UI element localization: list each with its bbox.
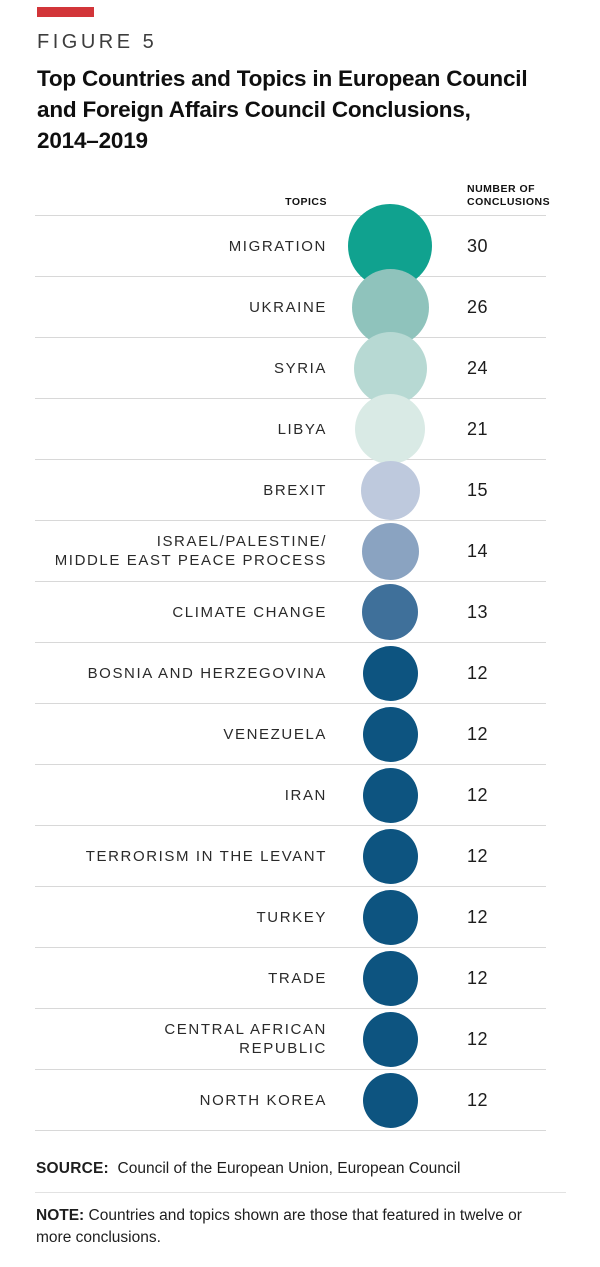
topic-label: SYRIA bbox=[273, 359, 327, 377]
topic-label: IRAN bbox=[284, 786, 327, 804]
conclusions-count: 12 bbox=[467, 1089, 489, 1110]
bubble bbox=[362, 645, 418, 701]
figure-number: FIGURE 5 bbox=[37, 31, 158, 53]
conclusions-count: 12 bbox=[467, 723, 489, 744]
table-row: BOSNIA AND HERZEGOVINA 12 bbox=[35, 643, 546, 704]
conclusions-column-header: NUMBER OF CONCLUSIONS bbox=[467, 183, 551, 208]
topic-label: NORTH KOREA bbox=[199, 1091, 327, 1109]
table-row: TURKEY 12 bbox=[35, 887, 546, 948]
table-row: BREXIT 15 bbox=[35, 460, 546, 521]
note-line: NOTE: Countries and topics shown are tho… bbox=[36, 1205, 551, 1249]
table-row: IRAN 12 bbox=[35, 765, 546, 826]
conclusions-count: 12 bbox=[467, 784, 489, 805]
table-row: CLIMATE CHANGE 13 bbox=[35, 582, 546, 643]
topic-label: TURKEY bbox=[256, 908, 327, 926]
conclusions-count: 12 bbox=[467, 967, 489, 988]
conclusions-count: 15 bbox=[467, 479, 489, 500]
table-row: MIGRATION 30 bbox=[35, 204, 546, 288]
conclusions-count: 14 bbox=[467, 540, 489, 561]
table-row: LIBYA 21 bbox=[35, 394, 546, 464]
note-text: Countries and topics shown are those tha… bbox=[36, 1207, 522, 1246]
figure-title: Top Countries and Topics in European Cou… bbox=[37, 63, 560, 156]
table-row: VENEZUELA 12 bbox=[35, 704, 546, 765]
conclusions-count: 12 bbox=[467, 845, 489, 866]
topic-label: LIBYA bbox=[277, 420, 327, 438]
topic-label: UKRAINE bbox=[249, 298, 327, 316]
bubble bbox=[362, 1072, 418, 1128]
figure-title-line-2: and Foreign Affairs Council Conclusions, bbox=[37, 97, 471, 122]
bubble bbox=[362, 950, 418, 1006]
table-row: NORTH KOREA 12 bbox=[35, 1070, 546, 1131]
note-label: NOTE: bbox=[36, 1207, 85, 1224]
conclusions-count: 12 bbox=[467, 662, 489, 683]
bubble bbox=[360, 460, 420, 520]
bubble bbox=[361, 522, 419, 580]
figure-accent-bar bbox=[37, 7, 94, 17]
conclusions-count: 30 bbox=[467, 235, 489, 256]
topic-label: BREXIT bbox=[263, 481, 327, 499]
figure-title-line-3: 2014–2019 bbox=[37, 128, 148, 153]
source-label: SOURCE: bbox=[36, 1160, 109, 1177]
bubble bbox=[362, 1011, 418, 1067]
conclusions-count: 24 bbox=[467, 357, 489, 378]
bubble bbox=[362, 828, 418, 884]
table-row: TRADE 12 bbox=[35, 948, 546, 1009]
topic-label: TRADE bbox=[268, 969, 327, 987]
bubble bbox=[362, 767, 418, 823]
table-header-row: TOPICS NUMBER OF CONCLUSIONS bbox=[35, 170, 550, 216]
source-line: SOURCE: Council of the European Union, E… bbox=[36, 1160, 564, 1178]
bubble bbox=[362, 584, 418, 640]
topic-label: CENTRAL AFRICAN REPUBLIC bbox=[164, 1021, 327, 1057]
topic-label: CLIMATE CHANGE bbox=[172, 603, 327, 621]
bubble bbox=[353, 331, 427, 405]
table-row: TERRORISM IN THE LEVANT 12 bbox=[35, 826, 546, 887]
table-row: UKRAINE 26 bbox=[35, 268, 546, 346]
conclusions-count: 26 bbox=[467, 296, 489, 317]
conclusions-count: 21 bbox=[467, 418, 489, 439]
table-row: ISRAEL/PALESTINE/ MIDDLE EAST PEACE PROC… bbox=[35, 521, 546, 582]
source-text: Council of the European Union, European … bbox=[117, 1160, 461, 1177]
topic-label: VENEZUELA bbox=[223, 725, 327, 743]
table-row: CENTRAL AFRICAN REPUBLIC 12 bbox=[35, 1009, 546, 1070]
bubble bbox=[362, 889, 418, 945]
bubble bbox=[355, 394, 425, 464]
conclusions-count: 12 bbox=[467, 1028, 489, 1049]
figure-title-line-1: Top Countries and Topics in European Cou… bbox=[37, 66, 528, 91]
footer-divider bbox=[35, 1192, 566, 1193]
bubble bbox=[362, 706, 418, 762]
topic-label: ISRAEL/PALESTINE/ MIDDLE EAST PEACE PROC… bbox=[54, 533, 327, 569]
topic-label: TERRORISM IN THE LEVANT bbox=[85, 847, 327, 865]
conclusions-count: 12 bbox=[467, 906, 489, 927]
topic-label: MIGRATION bbox=[228, 237, 327, 255]
topic-label: BOSNIA AND HERZEGOVINA bbox=[87, 664, 327, 682]
topics-column-header: TOPICS bbox=[285, 196, 327, 208]
conclusions-count: 13 bbox=[467, 601, 489, 622]
table-row: SYRIA 24 bbox=[35, 331, 546, 405]
bubble-chart: TOPICS NUMBER OF CONCLUSIONS MIGRATION 3… bbox=[35, 170, 550, 1131]
